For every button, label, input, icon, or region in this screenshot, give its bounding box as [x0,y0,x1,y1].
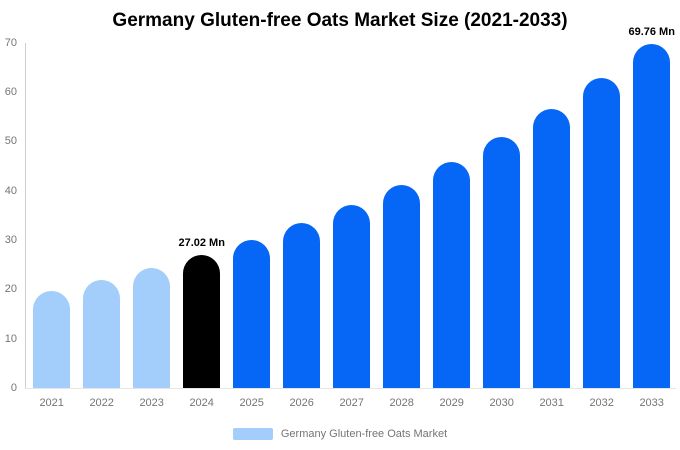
bar-2027[interactable] [333,204,371,388]
y-tick-label-20: 20 [4,283,17,296]
y-tick-label-0: 0 [10,382,17,394]
x-axis-label-2030: 2030 [489,397,514,409]
legend: Germany Gluten-free Oats Market [0,426,680,442]
legend-swatch[interactable] [232,428,273,440]
bar-2030[interactable] [483,136,521,388]
x-axis-label-2028: 2028 [389,397,414,409]
bar-2025[interactable] [233,239,271,388]
chart-title: Germany Gluten-free Oats Market Size (20… [112,10,568,31]
bar-2023[interactable] [133,268,171,388]
bar-2024[interactable] [183,254,221,388]
bar-value-label-2033: 69.76 Mn [628,25,675,38]
x-axis-line [25,388,676,389]
bar-2021[interactable] [33,290,71,388]
x-axis-label-2031: 2031 [539,397,564,409]
x-axis-label-2022: 2022 [89,397,114,409]
x-axis-label-2025: 2025 [239,397,264,409]
y-tick-label-50: 50 [4,135,17,148]
bar-2029[interactable] [433,161,471,388]
y-axis-line [25,43,26,388]
x-axis-label-2026: 2026 [289,397,314,409]
y-tick-label-40: 40 [4,184,17,197]
x-axis-label-2033: 2033 [639,397,664,409]
bar-2026[interactable] [283,223,321,388]
x-axis-label-2029: 2029 [439,397,464,409]
x-axis-label-2032: 2032 [589,397,614,409]
bar-2033[interactable] [633,43,671,388]
bar-2022[interactable] [83,280,121,388]
legend-item-label[interactable]: Germany Gluten-free Oats Market [280,428,448,440]
y-tick-label-70: 70 [4,36,17,49]
bar-2028[interactable] [383,184,421,388]
x-axis-label-2024: 2024 [189,397,214,409]
x-axis-label-2021: 2021 [39,397,64,409]
bar-2031[interactable] [533,108,571,388]
x-axis-label-2023: 2023 [139,397,164,409]
y-tick-label-60: 60 [4,85,17,98]
bar-value-label-2024: 27.02 Mn [178,236,225,249]
y-tick-label-30: 30 [4,233,17,246]
x-axis-label-2027: 2027 [339,397,364,409]
y-tick-label-10: 10 [4,332,17,345]
bar-2032[interactable] [583,77,621,388]
